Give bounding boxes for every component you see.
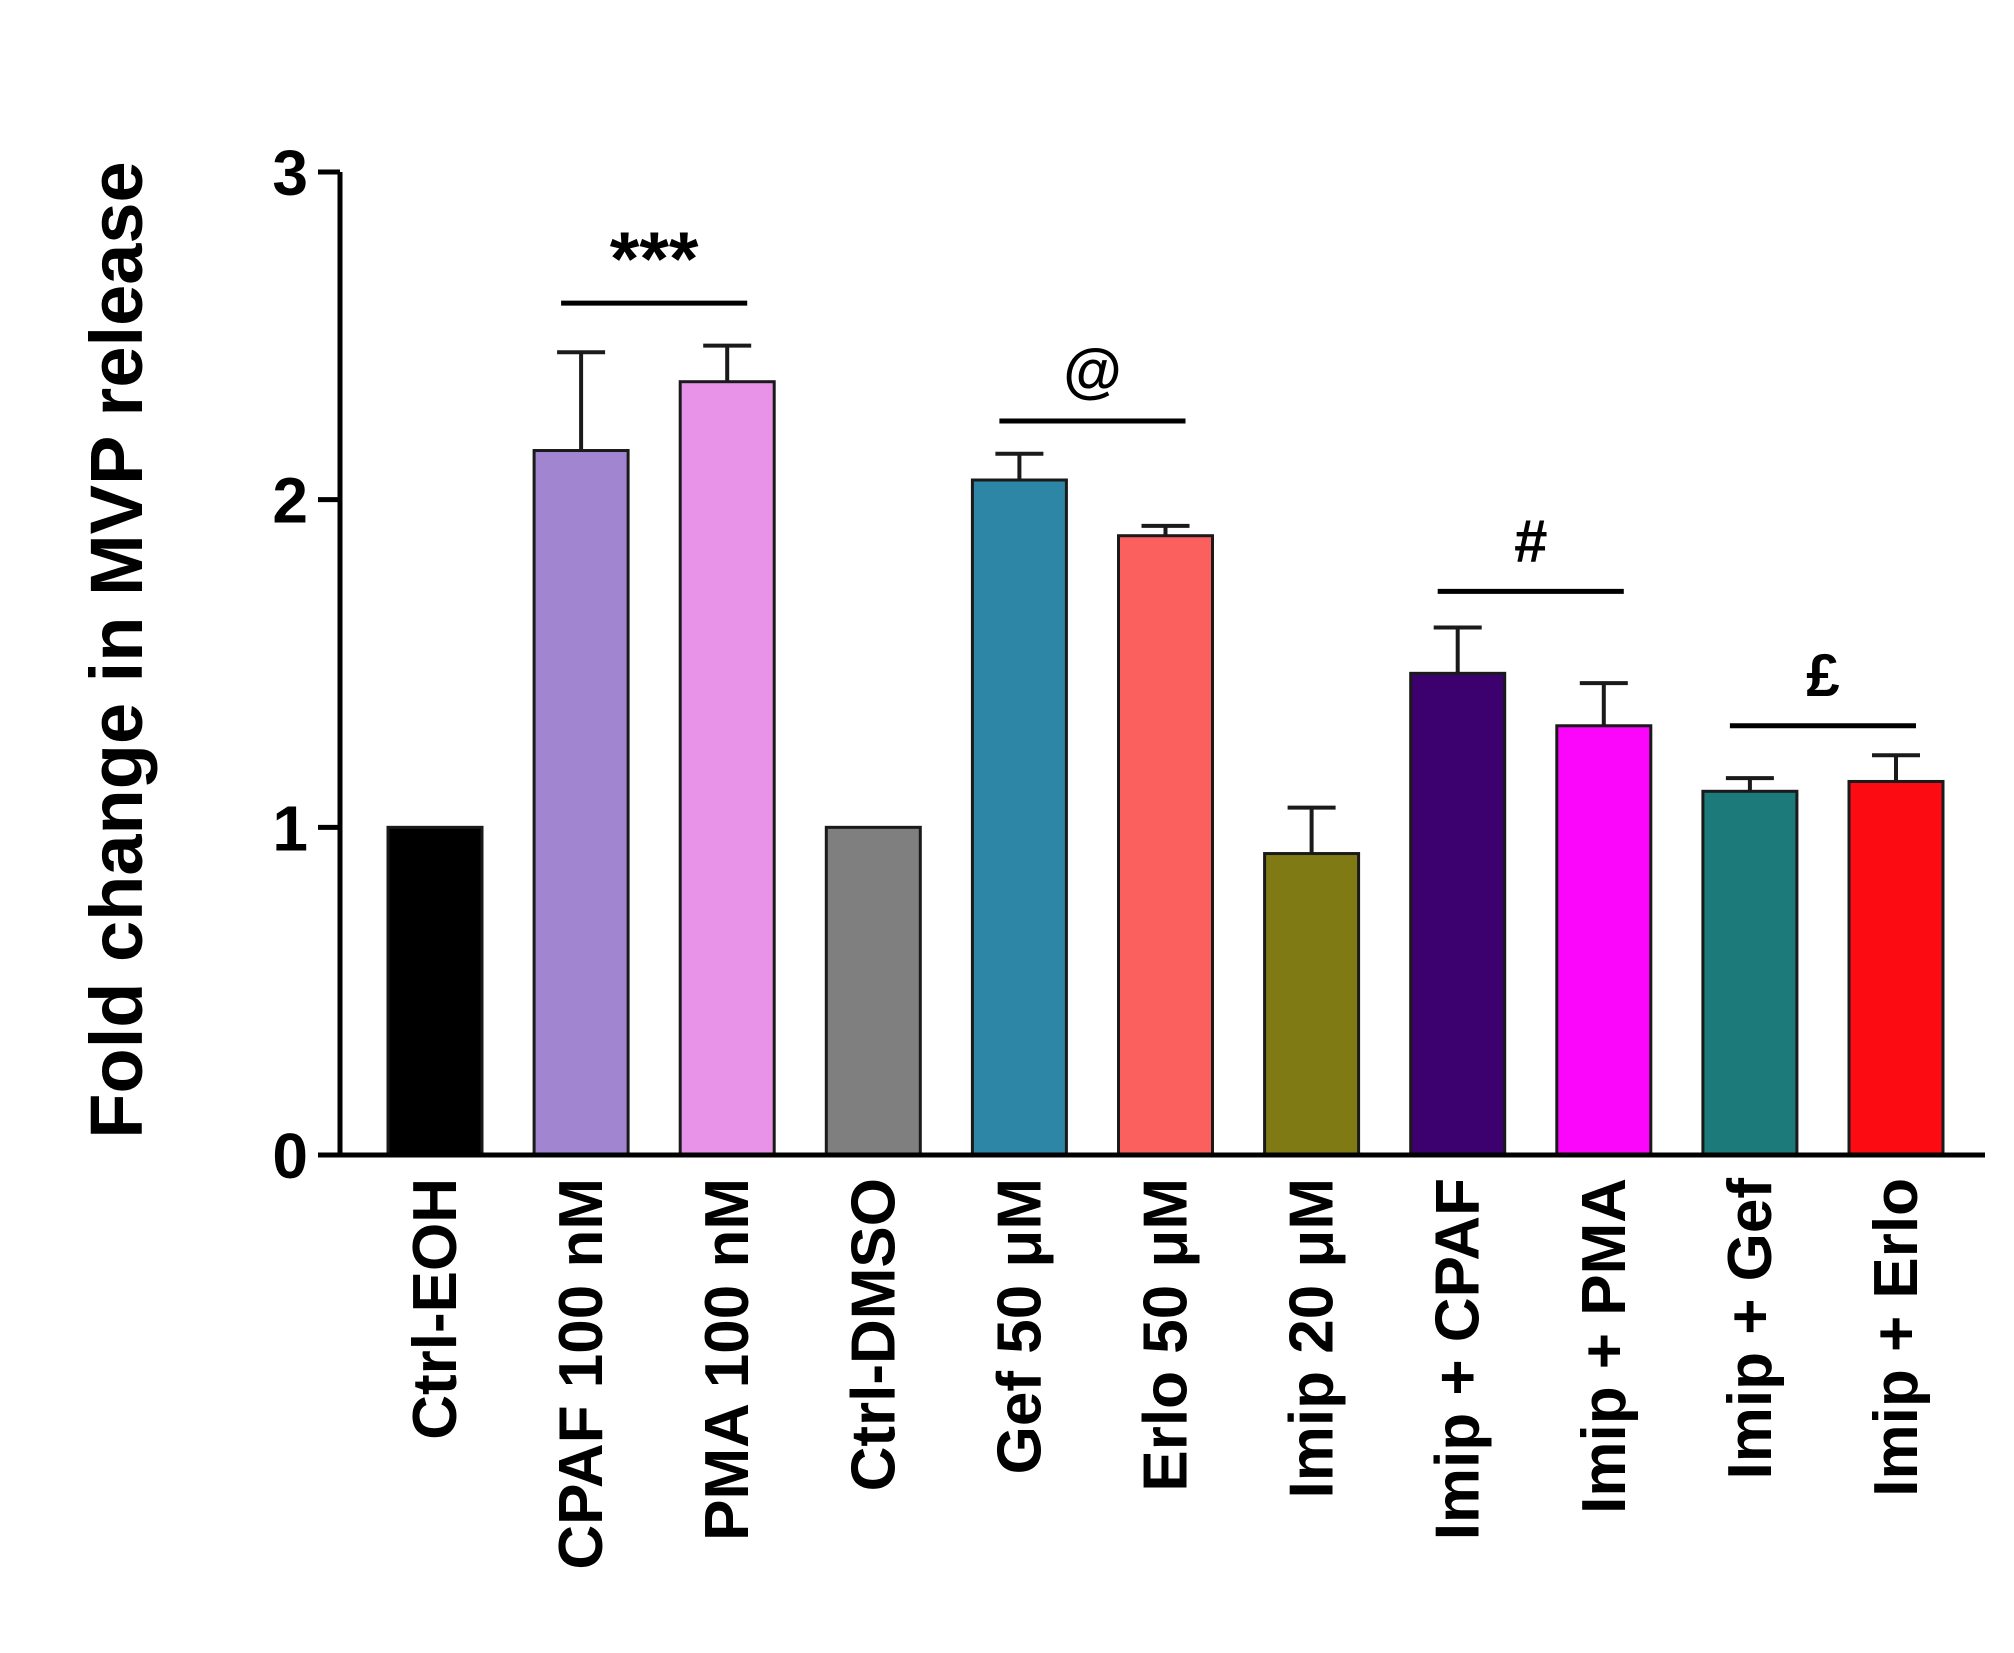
bar: [1117, 534, 1214, 1157]
y-tick-label: 2: [272, 465, 308, 537]
x-tick-label: CPAF 100 nM: [547, 1178, 616, 1570]
bar: [1701, 789, 1799, 1157]
y-ticks-layer: 0 1 2 3: [272, 137, 340, 1192]
bar: [1555, 724, 1653, 1157]
error-bars-layer: [557, 343, 1920, 854]
x-tick-label: Imip + PMA: [1570, 1178, 1639, 1514]
x-tick-labels-layer: Ctrl-EOH CPAF 100 nM PMA 100 nM Ctrl-DMSO Ge…: [401, 1178, 1931, 1570]
x-tick-label: PMA 100 nM: [693, 1178, 762, 1541]
bar: [1847, 779, 1945, 1157]
bar: [532, 449, 630, 1157]
significance-label: ***: [610, 217, 699, 302]
bars-layer: [386, 380, 1945, 1157]
x-tick-label: Ctrl-EOH: [401, 1178, 470, 1440]
x-tick-label: Ctrl-DMSO: [839, 1178, 908, 1491]
bar: [678, 380, 776, 1157]
bar: [970, 478, 1068, 1157]
bar: [824, 825, 922, 1157]
x-tick-label: Erlo 50 μM: [1132, 1178, 1201, 1492]
significance-label: £: [1806, 642, 1839, 709]
y-axis-label-group: Fold change in MVP release: [75, 161, 158, 1138]
significance-label: @: [1063, 337, 1122, 404]
axes-layer: [337, 172, 1985, 1158]
y-tick-label: 3: [272, 137, 308, 209]
x-tick-label: Imip 20 μM: [1278, 1178, 1347, 1498]
bar: [1263, 852, 1361, 1157]
x-tick-label: Imip + CPAF: [1424, 1178, 1493, 1540]
y-axis-label: Fold change in MVP release: [75, 161, 158, 1138]
x-tick-label: Gef 50 μM: [985, 1178, 1054, 1474]
y-tick-label: 0: [272, 1120, 308, 1192]
y-tick-label: 1: [272, 792, 308, 864]
x-tick-label: Imip + Gef: [1716, 1178, 1785, 1480]
bar: [386, 825, 484, 1157]
significance-label: #: [1514, 507, 1547, 574]
x-tick-label: Imip + Erlo: [1862, 1178, 1931, 1497]
bar: [1409, 671, 1507, 1157]
significance-annotations-layer: *** @ # £: [561, 217, 1916, 729]
